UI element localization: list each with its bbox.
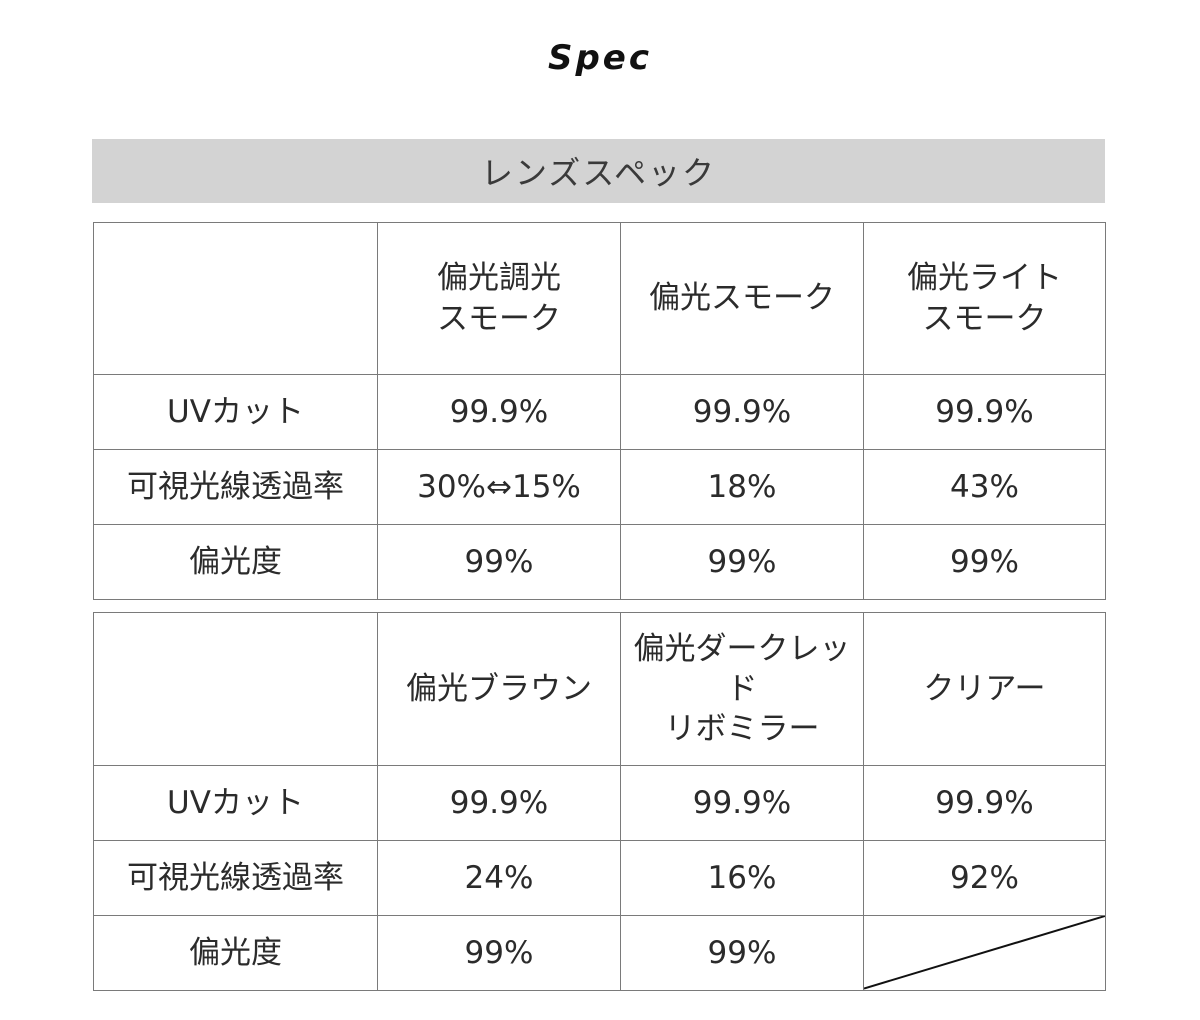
row-label-uv-cut: UVカット [93,374,378,450]
table-row: 偏光度 99% 99% 99% [93,524,1106,600]
table-row: 可視光線透過率 24% 16% 92% [93,840,1106,916]
lens-name-cell: 偏光ライト スモーク [863,222,1106,375]
transmittance-value: 30%⇔15% [377,449,621,525]
row-label-polarization: 偏光度 [93,915,378,991]
lens-name-line1: クリアー [923,670,1046,707]
section-title: レンズスペック [480,154,717,192]
table-row: 偏光度 99% 99% [93,915,1106,991]
lens-name-cell: 偏光ダークレッド リボミラー [620,612,864,766]
uv-cut-value: 99.9% [863,374,1106,450]
polarization-value: 99% [620,915,864,991]
not-applicable-cell [863,915,1106,991]
polarization-value: 99% [377,915,621,991]
lens-name-cell: 偏光ブラウン [377,612,621,766]
lens-name-cell: 偏光スモーク [620,222,864,375]
row-label-transmittance: 可視光線透過率 [93,840,378,916]
table-row: 可視光線透過率 30%⇔15% 18% 43% [93,449,1106,525]
lens-name-line1: 偏光ライト [907,260,1062,297]
uv-cut-value: 99.9% [620,374,864,450]
lens-name-cell: 偏光調光 スモーク [377,222,621,375]
polarization-value: 99% [863,524,1106,600]
row-label-polarization: 偏光度 [93,524,378,600]
uv-cut-value: 99.9% [377,765,621,841]
row-label-uv-cut: UVカット [93,765,378,841]
lens-name-line1: 偏光スモーク [649,280,835,317]
empty-corner-cell [93,222,378,375]
lens-name-line2: スモーク [437,300,561,337]
lens-name-line1: 偏光調光 [437,260,561,297]
lens-spec-table-2: 偏光ブラウン 偏光ダークレッド リボミラー クリアー UVカット 99.9% 9… [93,612,1106,991]
polarization-value: 99% [377,524,621,600]
table-row: UVカット 99.9% 99.9% 99.9% [93,765,1106,841]
table-header-row: 偏光調光 スモーク 偏光スモーク 偏光ライト スモーク [93,222,1106,375]
transmittance-value: 43% [863,449,1106,525]
page-title: Spec [547,38,653,78]
row-label-transmittance: 可視光線透過率 [93,449,378,525]
table-row: UVカット 99.9% 99.9% 99.9% [93,374,1106,450]
lens-name-cell: クリアー [863,612,1106,766]
section-header: レンズスペック [92,139,1105,203]
lens-name-line2: リボミラー [664,711,820,748]
empty-corner-cell [93,612,378,766]
transmittance-value: 92% [863,840,1106,916]
transmittance-value: 16% [620,840,864,916]
not-applicable-slash [864,916,1105,990]
table-header-row: 偏光ブラウン 偏光ダークレッド リボミラー クリアー [93,612,1106,766]
transmittance-value: 24% [377,840,621,916]
uv-cut-value: 99.9% [863,765,1106,841]
lens-name-line1: 偏光ダークレッド [633,630,851,707]
lens-name-line2: スモーク [922,300,1047,337]
lens-name-line1: 偏光ブラウン [406,670,592,707]
polarization-value: 99% [620,524,864,600]
lens-spec-table-1: 偏光調光 スモーク 偏光スモーク 偏光ライト スモーク UVカット 99.9% … [93,222,1106,600]
uv-cut-value: 99.9% [620,765,864,841]
uv-cut-value: 99.9% [377,374,621,450]
transmittance-value: 18% [620,449,864,525]
